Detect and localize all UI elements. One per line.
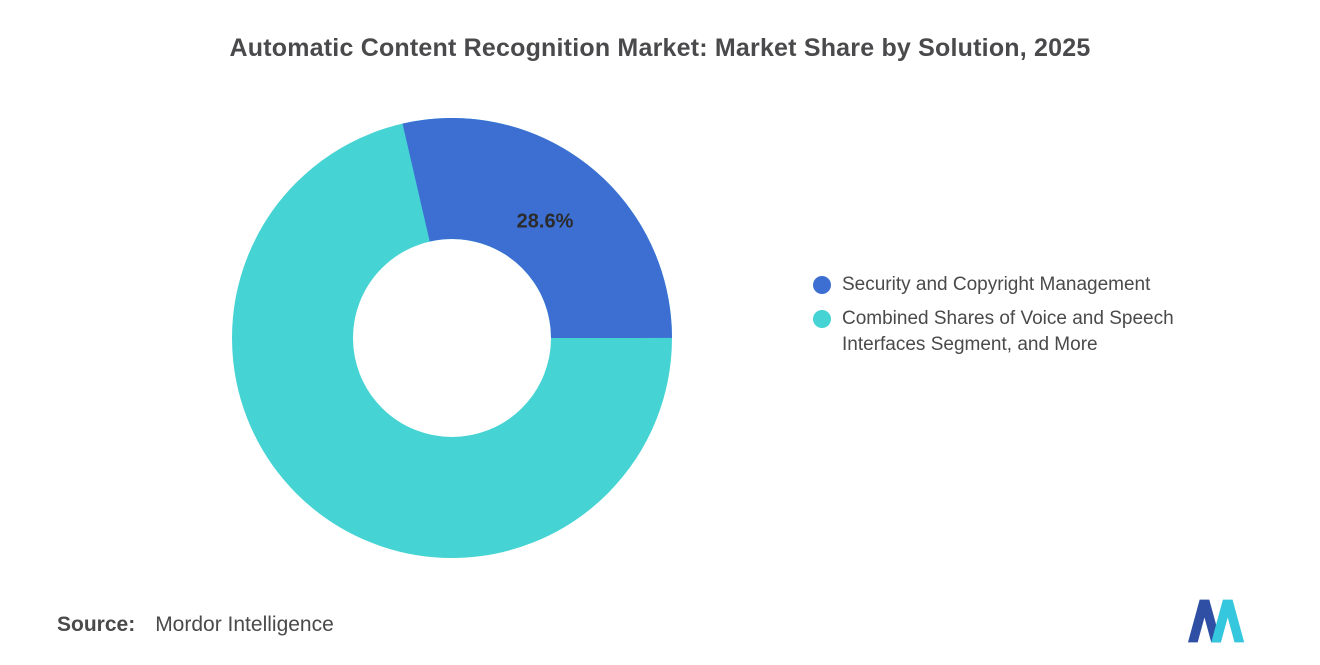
legend-item-security: Security and Copyright Management: [813, 272, 1273, 299]
donut-chart: [232, 118, 672, 558]
slice-data-label: 28.6%: [516, 210, 574, 233]
logo-shape: [1222, 599, 1245, 643]
mordor-intelligence-logo: [1188, 599, 1245, 643]
source-row: Source: Mordor Intelligence: [57, 613, 334, 637]
source-label: Source:: [57, 613, 136, 636]
legend-label: Security and Copyright Management: [842, 274, 1151, 295]
legend-item-voice-speech: Combined Shares of Voice and Speech Inte…: [813, 306, 1273, 359]
chart-legend: Security and Copyright Management Combin…: [813, 272, 1273, 366]
legend-swatch-teal: [813, 309, 831, 328]
source-value: Mordor Intelligence: [155, 613, 334, 636]
chart-title: Automatic Content Recognition Market: Ma…: [229, 34, 1091, 62]
legend-swatch-blue: [813, 276, 831, 294]
legend-label: Combined Shares of Voice and Speech Inte…: [842, 307, 1174, 356]
